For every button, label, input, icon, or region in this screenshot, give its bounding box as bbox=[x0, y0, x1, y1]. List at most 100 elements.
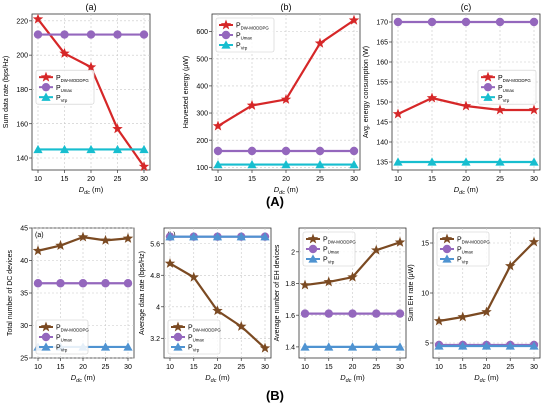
data-point bbox=[112, 144, 123, 154]
legend-marker bbox=[173, 332, 183, 342]
data-point bbox=[300, 309, 310, 318]
y-axis-label: Avg. energy consumption (W) bbox=[363, 46, 370, 138]
data-point bbox=[394, 236, 406, 247]
chart-panel-B-b: 3.2 4 4.8 5.6 10 15 20 25 30 Ddc (m) Average data … bbox=[139, 227, 272, 384]
y-tick-label: 145 bbox=[376, 120, 388, 127]
data-point bbox=[458, 341, 468, 350]
x-axis-label: Ddc (m) bbox=[205, 373, 230, 384]
data-point bbox=[33, 144, 43, 154]
y-tick-label: 180 bbox=[16, 87, 28, 94]
x-axis-label: Ddc (m) bbox=[79, 185, 104, 196]
data-point bbox=[349, 159, 359, 169]
chart-panel-B-a: 25 30 35 40 45 10 15 20 25 30 Ddc (m) Total number … bbox=[7, 226, 135, 384]
data-point bbox=[528, 236, 540, 247]
data-point bbox=[77, 231, 89, 242]
x-tick-label: 15 bbox=[190, 364, 198, 371]
x-tick-label: 25 bbox=[496, 176, 504, 183]
data-point bbox=[457, 311, 468, 322]
data-point bbox=[112, 123, 123, 134]
legend-marker bbox=[221, 40, 231, 49]
y-tick-label: 160 bbox=[16, 121, 28, 128]
y-tick-label: 3.2 bbox=[150, 336, 160, 343]
x-tick-label: 20 bbox=[79, 364, 87, 371]
x-tick-label: 10 bbox=[394, 176, 402, 183]
data-point bbox=[323, 276, 334, 287]
y-tick-label: 4 bbox=[156, 304, 160, 311]
y-tick-label: 1.8 bbox=[285, 281, 295, 288]
y-tick-label: 155 bbox=[376, 80, 388, 87]
y-tick-label: 5 bbox=[425, 341, 429, 348]
data-point bbox=[247, 146, 257, 156]
y-axis-label: Harvested energy (μW) bbox=[183, 56, 190, 129]
x-tick-label: 20 bbox=[214, 364, 222, 371]
legend-marker bbox=[442, 244, 452, 254]
legend-marker bbox=[308, 254, 318, 263]
data-point bbox=[113, 30, 122, 39]
legend-marker bbox=[483, 82, 493, 92]
x-tick-label: 10 bbox=[301, 364, 309, 371]
x-tick-label: 25 bbox=[316, 176, 324, 183]
data-point bbox=[495, 17, 505, 27]
legend-marker bbox=[307, 233, 319, 244]
x-tick-label: 25 bbox=[237, 364, 245, 371]
legend-label: PDW-MODDPG bbox=[498, 75, 531, 83]
y-tick-label: 100 bbox=[196, 165, 208, 172]
data-point bbox=[314, 37, 326, 48]
chart-title: (c) bbox=[461, 2, 472, 12]
x-tick-label: 30 bbox=[530, 176, 538, 183]
data-point bbox=[460, 100, 472, 111]
y-tick-label: 150 bbox=[376, 100, 388, 107]
chart-panel-A-c: 135 140 145 150 155 160 165 170 10 15 20 25 30 Ddc (m… bbox=[363, 2, 541, 196]
legend-marker bbox=[482, 71, 494, 82]
x-tick-label: 10 bbox=[435, 364, 443, 371]
x-axis-label: Ddc (m) bbox=[71, 373, 96, 384]
data-point bbox=[371, 342, 381, 351]
data-point bbox=[139, 144, 149, 154]
data-point bbox=[392, 108, 404, 119]
data-point bbox=[349, 146, 359, 156]
y-tick-label: 1.4 bbox=[285, 345, 295, 352]
x-tick-label: 10 bbox=[166, 364, 174, 371]
data-point bbox=[189, 232, 199, 241]
x-tick-label: 10 bbox=[34, 364, 42, 371]
y-axis-label: Average number of EH devices bbox=[274, 244, 281, 341]
legend-marker bbox=[40, 71, 52, 82]
x-tick-label: 15 bbox=[248, 176, 256, 183]
legend-label: PVrp bbox=[56, 345, 68, 353]
y-tick-label: 15 bbox=[421, 241, 429, 248]
y-tick-label: 600 bbox=[196, 29, 208, 36]
x-tick-label: 30 bbox=[396, 364, 404, 371]
legend-label: PDW-MODDPG bbox=[457, 237, 490, 245]
data-point bbox=[100, 342, 111, 351]
y-tick-label: 4.8 bbox=[150, 273, 160, 280]
chart-title: (a) bbox=[35, 232, 44, 239]
y-tick-label: 400 bbox=[196, 83, 208, 90]
y-axis-label: Sum data rate (bps/Hz) bbox=[3, 56, 10, 128]
legend-marker bbox=[40, 321, 52, 332]
legend-label: PVrp bbox=[188, 345, 200, 353]
data-point bbox=[55, 240, 66, 250]
legend-marker bbox=[173, 342, 183, 351]
legend-marker bbox=[220, 19, 232, 30]
data-point bbox=[139, 30, 149, 39]
data-point bbox=[100, 234, 111, 245]
x-tick-label: 30 bbox=[124, 364, 132, 371]
data-point bbox=[324, 309, 333, 318]
data-point bbox=[101, 279, 110, 288]
data-point bbox=[236, 232, 246, 241]
legend-marker bbox=[41, 92, 51, 101]
data-point bbox=[86, 144, 96, 154]
data-point bbox=[280, 93, 292, 104]
legend-label: PVrp bbox=[56, 95, 68, 103]
data-point bbox=[348, 14, 360, 25]
legend-label: PVrp bbox=[498, 95, 510, 103]
data-point bbox=[433, 315, 445, 326]
legend-label: PDW-MODDPG bbox=[56, 75, 89, 83]
chart-panel-A-a: 140 160 180 200 220 10 15 20 25 30 Ddc (m) Sum data… bbox=[3, 2, 151, 196]
x-tick-label: 20 bbox=[282, 176, 290, 183]
legend-marker bbox=[308, 244, 318, 254]
data-point bbox=[393, 157, 403, 166]
data-point bbox=[32, 245, 44, 256]
